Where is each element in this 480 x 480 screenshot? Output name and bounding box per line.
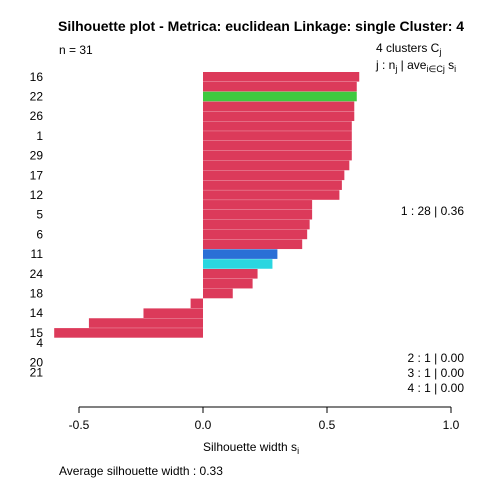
silhouette-bar [203,278,253,289]
clusters-header-sub: j [439,47,442,57]
observation-label: 21 [30,365,44,379]
observation-label: 17 [30,168,44,182]
observation-label: 11 [31,247,44,261]
silhouette-bar [203,121,352,131]
cluster-summary: 4 : 1 | 0.00 [408,381,465,395]
legend-ave: | ave [397,58,427,72]
cluster-summary: 2 : 1 | 0.00 [408,351,465,365]
silhouette-bar [203,160,350,171]
silhouette-bar [88,318,203,328]
observation-label: 20 [30,355,44,369]
x-axis-label-sub: i [297,446,300,456]
observation-label: 16 [30,70,44,84]
observation-label: 18 [30,287,44,301]
observation-label: 26 [30,109,44,123]
observation-label: 15 [30,326,44,340]
legend-header: j : nj | avei∈Cj si [376,59,456,74]
silhouette-bar [203,72,360,82]
observation-label: 6 [36,227,43,241]
legend-s: s [444,58,455,72]
n-label: n = 31 [59,43,93,57]
legend-ssub: i [454,64,457,74]
silhouette-bar [203,81,357,92]
observation-label: 14 [30,306,44,320]
silhouette-bar [203,140,352,151]
silhouette-bar [203,190,340,200]
silhouette-bar [190,298,203,309]
legend-j: j : n [376,58,396,72]
x-tick-label: 1.0 [443,418,460,432]
x-axis-label-text: Silhouette width s [203,440,298,454]
silhouette-bar [203,229,308,240]
observation-label: 22 [30,90,44,104]
silhouette-bar [203,219,310,230]
x-tick-label: 0.0 [195,418,212,432]
silhouette-bar [203,209,313,220]
silhouette-bar [203,101,355,112]
silhouette-bar [203,111,355,121]
silhouette-bar [203,170,345,181]
silhouette-bar [143,308,203,318]
silhouette-bar [203,259,273,269]
observation-label: 1 [36,129,43,143]
clusters-header-text: 4 clusters C [376,41,440,55]
observation-label: 5 [36,208,43,222]
silhouette-bar [54,328,204,338]
cluster-summary: 3 : 1 | 0.00 [408,366,465,380]
clusters-header: 4 clusters Cj [376,42,441,57]
observation-label: 12 [30,188,44,202]
observation-label: 29 [30,149,44,163]
observation-label: 24 [30,267,44,281]
silhouette-bar [203,269,258,279]
silhouette-bar [203,239,303,250]
silhouette-bar [203,249,278,259]
legend-avesub: i∈Cj [426,64,445,74]
average-silhouette: Average silhouette width : 0.33 [59,464,223,478]
silhouette-bar [203,180,342,190]
silhouette-bar [203,288,233,299]
x-axis-label: Silhouette width si [203,441,299,456]
silhouette-bar [203,200,313,210]
silhouette-bar [203,91,357,102]
x-tick-label: 0.5 [319,418,336,432]
silhouette-bar [203,131,352,141]
silhouette-bar [203,150,352,161]
chart-title: Silhouette plot - Metrica: euclidean Lin… [58,18,465,34]
x-tick-label: -0.5 [69,418,90,432]
cluster-summary: 1 : 28 | 0.36 [401,204,464,218]
legend-nsub: j [395,64,398,74]
observation-label: 4 [36,336,43,350]
